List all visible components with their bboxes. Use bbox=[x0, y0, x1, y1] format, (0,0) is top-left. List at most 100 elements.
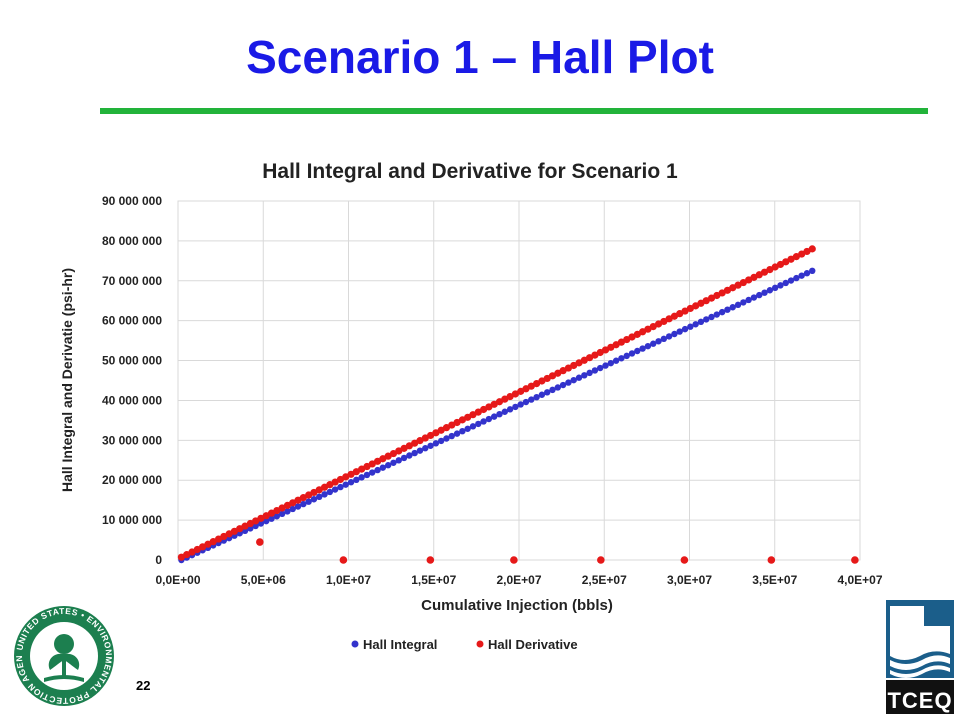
hall-integral-point bbox=[803, 270, 811, 277]
x-tick-label: 2,0E+07 bbox=[496, 573, 541, 587]
x-tick-label: 1,5E+07 bbox=[411, 573, 456, 587]
hall-derivative-point bbox=[426, 556, 435, 564]
hall-integral-point bbox=[692, 321, 699, 328]
hall-integral-point bbox=[443, 435, 450, 442]
hall-integral-point bbox=[565, 379, 572, 386]
chart-title: Hall Integral and Derivative for Scenari… bbox=[262, 160, 678, 183]
hall-integral-point bbox=[369, 469, 376, 476]
hall-integral-point bbox=[278, 510, 286, 518]
tceq-logo: TCEQ bbox=[886, 600, 954, 714]
hall-integral-point bbox=[729, 304, 736, 311]
hall-integral-point bbox=[703, 316, 710, 323]
hall-integral-point bbox=[575, 374, 583, 381]
hall-integral-point bbox=[559, 381, 567, 389]
hall-integral-point bbox=[761, 289, 768, 296]
hall-integral-point bbox=[528, 396, 535, 403]
hall-integral-point bbox=[777, 282, 784, 289]
hall-integral-point bbox=[793, 274, 800, 282]
hall-integral-point bbox=[650, 340, 657, 347]
hall-integral-point bbox=[708, 313, 715, 321]
hall-integral-point bbox=[766, 287, 774, 294]
hall-integral-point bbox=[607, 359, 615, 367]
hall-integral-point bbox=[273, 513, 281, 520]
hall-integral-point bbox=[644, 342, 652, 350]
hall-integral-point bbox=[522, 398, 530, 406]
hall-integral-point bbox=[464, 425, 471, 432]
slide-title: Scenario 1 – Hall Plot bbox=[246, 31, 714, 83]
hall-integral-point bbox=[623, 352, 630, 360]
legend-marker-hall-derivative bbox=[476, 640, 484, 648]
hall-integral-point bbox=[787, 277, 795, 284]
x-axis-ticks: 0,0E+00 5,0E+06 1,0E+07 1,5E+07 2,0E+07 2,5E+… bbox=[155, 573, 882, 587]
hall-integral-point bbox=[782, 279, 789, 287]
hall-integral-point bbox=[506, 406, 514, 413]
hall-integral-point bbox=[554, 384, 561, 391]
hall-integral-point bbox=[740, 299, 747, 306]
chart-legend: Hall Integral Hall Derivative bbox=[351, 637, 578, 652]
hall-derivative-point bbox=[339, 556, 348, 564]
y-tick-label: 30 000 000 bbox=[102, 433, 162, 447]
hall-integral-point bbox=[305, 498, 312, 505]
hall-integral-point bbox=[252, 522, 259, 530]
hall-integral-point bbox=[517, 401, 524, 408]
hall-integral-point bbox=[756, 291, 763, 299]
hall-integral-point bbox=[602, 362, 609, 369]
hall-integral-point bbox=[459, 427, 466, 435]
hall-integral-point bbox=[268, 515, 275, 522]
y-tick-label: 50 000 000 bbox=[102, 354, 162, 368]
hall-integral-point bbox=[809, 267, 816, 275]
x-axis-label: Cumulative Injection (bbls) bbox=[421, 597, 613, 614]
hall-integral-point bbox=[538, 391, 546, 398]
hall-integral-point bbox=[618, 355, 625, 362]
hall-integral-point bbox=[363, 471, 371, 479]
y-tick-label: 10 000 000 bbox=[102, 513, 162, 527]
x-tick-label: 3,5E+07 bbox=[752, 573, 797, 587]
hall-integral-point bbox=[469, 423, 477, 430]
hall-integral-point bbox=[289, 505, 296, 513]
hall-integral-point bbox=[284, 508, 291, 515]
hall-integral-point bbox=[374, 466, 381, 474]
hall-integral-point bbox=[639, 345, 646, 352]
x-tick-label: 4,0E+07 bbox=[837, 573, 882, 587]
hall-integral-point bbox=[549, 386, 556, 394]
series-hall-integral bbox=[178, 267, 816, 564]
hall-integral-point bbox=[597, 364, 604, 372]
hall-integral-point bbox=[750, 294, 758, 301]
y-axis-ticks: 0 10 000 000 20 000 000 30 000 000 40 000 00… bbox=[102, 194, 162, 567]
y-axis-label: Hall Integral and Derivatie (psi-hr) bbox=[59, 268, 75, 492]
legend-label-hall-derivative: Hall Derivative bbox=[488, 637, 578, 652]
hall-integral-point bbox=[543, 389, 551, 396]
epa-logo: UNITED STATES • ENVIRONMENTAL PROTECTION… bbox=[12, 604, 114, 706]
hall-integral-point bbox=[718, 308, 726, 316]
hall-integral-point bbox=[570, 376, 577, 384]
y-tick-label: 0 bbox=[155, 553, 162, 567]
hall-integral-point bbox=[406, 452, 413, 459]
hall-integral-point bbox=[422, 445, 429, 452]
hall-integral-point bbox=[591, 367, 599, 374]
hall-integral-point bbox=[581, 372, 588, 379]
hall-integral-point bbox=[294, 503, 302, 510]
legend-label-hall-integral: Hall Integral bbox=[363, 637, 437, 652]
hall-integral-point bbox=[300, 500, 307, 508]
hall-integral-point bbox=[416, 447, 424, 454]
hall-derivative-point bbox=[767, 556, 776, 564]
hall-integral-point bbox=[671, 330, 678, 338]
hall-integral-point bbox=[347, 479, 355, 486]
epa-flower-icon bbox=[54, 634, 74, 654]
hall-derivative-point bbox=[597, 556, 605, 564]
y-tick-label: 60 000 000 bbox=[102, 314, 162, 328]
x-tick-label: 3,0E+07 bbox=[667, 573, 712, 587]
hall-derivative-point bbox=[256, 538, 264, 546]
hall-integral-point bbox=[612, 357, 620, 364]
hall-integral-point bbox=[384, 462, 392, 469]
hall-integral-point bbox=[734, 301, 742, 309]
hall-integral-point bbox=[697, 318, 705, 326]
hall-integral-point bbox=[665, 333, 673, 340]
hall-derivative-point bbox=[680, 556, 689, 564]
hall-integral-point bbox=[687, 323, 694, 330]
hall-integral-point bbox=[427, 442, 434, 449]
hall-integral-point bbox=[247, 525, 254, 532]
hall-integral-point bbox=[337, 483, 344, 491]
page-number: 22 bbox=[136, 678, 151, 693]
